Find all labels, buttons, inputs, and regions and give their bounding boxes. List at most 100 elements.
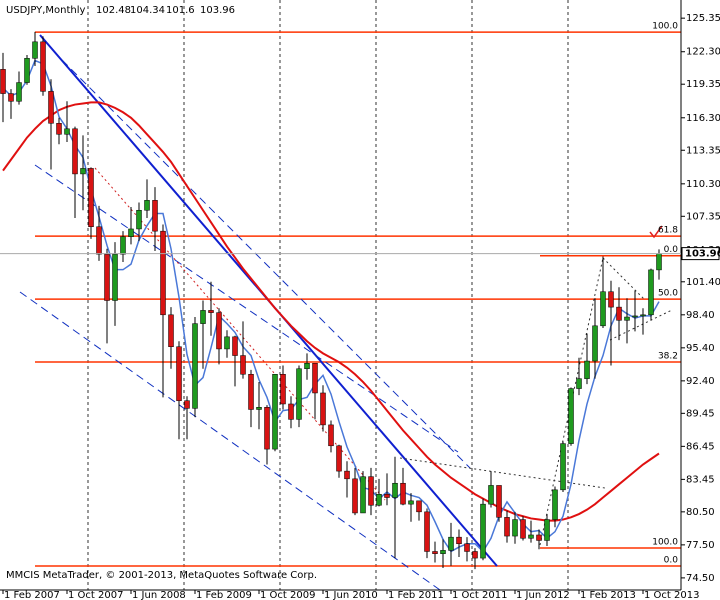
y-tick-label: 125.35	[686, 13, 720, 24]
candle-body	[304, 362, 310, 370]
candle-body	[576, 378, 582, 389]
candle-body	[424, 511, 430, 552]
candle-body	[632, 315, 638, 318]
candle-body	[136, 209, 142, 230]
dotted-trend	[609, 309, 673, 341]
candle-body	[288, 403, 294, 420]
fib-label: 38.2	[658, 352, 678, 362]
candle-body	[536, 534, 542, 541]
candle-body	[504, 517, 510, 537]
candle-body	[496, 485, 502, 518]
candle-body	[200, 310, 206, 324]
candle-body	[96, 226, 102, 255]
candle-body	[232, 336, 238, 356]
candle-body	[160, 230, 166, 316]
candle-body	[352, 478, 358, 514]
candle-body	[456, 536, 462, 545]
x-tick-label: 1 Oct 2011	[452, 590, 507, 600]
fib-label: 61.8	[658, 226, 678, 236]
candle-body	[0, 69, 6, 94]
x-tick-label: 1 Jun 2012	[516, 590, 570, 600]
candle-body	[296, 368, 302, 420]
candle-body	[312, 362, 318, 394]
candle-body	[120, 236, 126, 255]
candle-body	[344, 470, 350, 480]
candle-body	[392, 482, 398, 498]
y-tick-label: 83.45	[686, 474, 715, 485]
candle-body	[608, 291, 614, 308]
candle-body	[104, 254, 110, 301]
candle-body	[168, 314, 174, 347]
candle-body	[384, 493, 390, 498]
candle-body	[488, 485, 494, 505]
candle-body	[80, 168, 86, 175]
candle-body	[592, 325, 598, 362]
candle-body	[336, 445, 342, 472]
y-tick-label: 89.45	[686, 408, 715, 419]
ohlc-open: 102.48	[96, 5, 131, 16]
current-price-box	[681, 247, 720, 261]
candle-body	[616, 306, 622, 321]
x-tick-label: 1 Feb 2013	[580, 590, 636, 600]
candle-body	[32, 41, 38, 59]
candle-body	[416, 500, 422, 513]
y-tick-label: 122.30	[686, 47, 720, 58]
ohlc-high: 104.34	[130, 5, 165, 16]
y-tick-label: 113.35	[686, 145, 720, 156]
candle-body	[528, 534, 534, 539]
candle-body	[88, 168, 94, 228]
candle-body	[280, 374, 286, 405]
candle-body	[328, 424, 334, 447]
y-tick-label: 119.35	[686, 79, 720, 90]
candle-body	[512, 519, 518, 537]
x-tick-label: 1 Feb 2009	[196, 590, 252, 600]
ohlc-close: 103.96	[200, 5, 235, 16]
candle-body	[248, 374, 254, 410]
candle-body	[656, 253, 662, 271]
dotted-trend	[94, 167, 386, 501]
candle-body	[224, 336, 230, 350]
channel-line	[34, 164, 459, 453]
candle-body	[400, 482, 406, 505]
channel-line	[19, 291, 441, 591]
candle-body	[600, 291, 606, 327]
candle-body	[552, 489, 558, 520]
x-tick-label: 1 Oct 2009	[260, 590, 315, 600]
candle-body	[144, 200, 150, 211]
x-tick-label: 1 Oct 2007	[68, 590, 123, 600]
x-tick-label: 1 Jun 2010	[324, 590, 378, 600]
candle-body	[208, 310, 214, 313]
current-price-label: 103.96	[685, 249, 720, 260]
check-mark	[649, 225, 663, 239]
y-tick-label: 77.50	[686, 540, 715, 551]
candle-body	[584, 360, 590, 379]
candle-body	[376, 493, 382, 506]
y-tick-label: 92.40	[686, 376, 715, 387]
candle-body	[56, 123, 62, 135]
fib-label: 50.0	[658, 289, 678, 299]
y-tick-label: 98.40	[686, 310, 715, 321]
y-tick-label: 80.50	[686, 507, 715, 518]
candle-body	[272, 374, 278, 450]
fib-label: 100.0	[652, 538, 678, 548]
candle-body	[48, 91, 54, 124]
candle-body	[184, 400, 190, 409]
candle-body	[472, 551, 478, 559]
channel-line	[61, 59, 471, 469]
candle-body	[624, 316, 630, 321]
candle-body	[464, 543, 470, 552]
candle-body	[176, 346, 182, 401]
candle-body	[448, 536, 454, 551]
candle-body	[440, 550, 446, 554]
y-tick-label: 101.40	[686, 277, 720, 288]
fib-label: 0.0	[664, 245, 679, 255]
candle-body	[152, 200, 158, 232]
candle-body	[320, 392, 326, 426]
x-tick-label: 1 Feb 2007	[4, 590, 60, 600]
candle-body	[40, 41, 46, 92]
candle-body	[408, 500, 414, 505]
fib-label: 0.0	[664, 556, 679, 566]
candle-body	[64, 128, 70, 135]
candle-body	[360, 476, 366, 514]
